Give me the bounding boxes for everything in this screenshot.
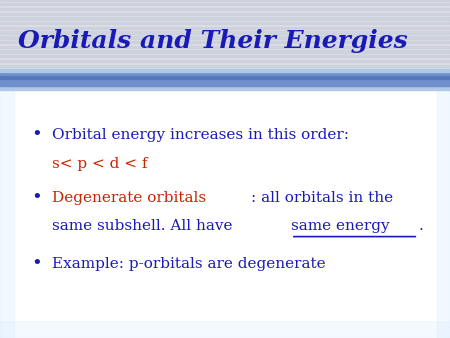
Text: same subshell. All have: same subshell. All have: [52, 219, 237, 234]
Text: •: •: [32, 189, 42, 207]
Bar: [0, 36, 450, 39]
Text: Orbitals and Their Energies: Orbitals and Their Energies: [18, 28, 408, 53]
Bar: [0, 60, 450, 62]
Text: Orbital energy increases in this order:: Orbital energy increases in this order:: [52, 128, 349, 142]
Bar: [0, 8, 450, 10]
Text: same energy: same energy: [291, 219, 390, 234]
Bar: [0, 79, 450, 81]
Bar: [0, 13, 450, 15]
Bar: [0, 27, 450, 29]
Bar: [0, 86, 450, 90]
Bar: [0, 72, 450, 75]
Text: •: •: [32, 255, 42, 273]
Text: s< p < d < f: s< p < d < f: [52, 157, 147, 171]
Bar: [0, 69, 450, 72]
Text: .: .: [418, 219, 423, 234]
Bar: [0, 0, 450, 81]
Bar: [0, 46, 450, 48]
Bar: [0, 3, 450, 5]
Bar: [0, 75, 450, 79]
Bar: [0, 41, 450, 43]
Bar: [436, 81, 450, 338]
Bar: [0, 22, 450, 24]
Bar: [0, 74, 450, 76]
Text: Example: p-orbitals are degenerate: Example: p-orbitals are degenerate: [52, 257, 325, 271]
Text: •: •: [32, 126, 42, 144]
Bar: [0, 321, 450, 338]
Bar: [0, 65, 450, 67]
Text: : all orbitals in the: : all orbitals in the: [251, 191, 393, 205]
Bar: [0, 17, 450, 20]
Bar: [0, 31, 450, 34]
Bar: [0, 50, 450, 53]
Bar: [0, 69, 450, 72]
Bar: [0, 0, 450, 1]
Bar: [0, 79, 450, 86]
Bar: [0, 81, 14, 338]
Text: Degenerate orbitals: Degenerate orbitals: [52, 191, 206, 205]
Bar: [0, 55, 450, 57]
